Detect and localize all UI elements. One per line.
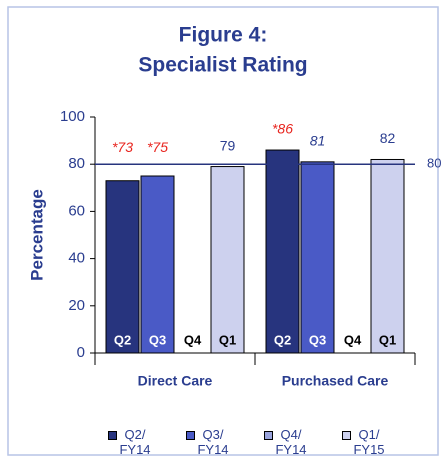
y-tick-label: 0 (77, 344, 85, 361)
legend-swatch (342, 431, 351, 440)
value-label: 81 (310, 133, 326, 149)
bar-quarter-label: Q1 (219, 332, 236, 347)
bar-quarter-label: Q4 (184, 332, 202, 347)
bar-quarter-label: Q4 (344, 332, 362, 347)
value-label: 79 (220, 137, 236, 153)
bar (370, 158, 405, 354)
legend-label: Q3/ FY14 (197, 427, 229, 457)
legend-swatch (264, 431, 273, 440)
y-tick-label: 40 (68, 250, 85, 267)
bar-quarter-label: Q3 (149, 332, 166, 347)
legend-label: Q4/ FY14 (275, 427, 307, 457)
bar-quarter-label: Q1 (379, 332, 396, 347)
legend-label: Q2/ FY14 (119, 427, 151, 457)
bar (300, 161, 335, 354)
y-axis-label: Percentage (27, 189, 46, 281)
chart-subtitle: Specialist Rating (138, 54, 307, 77)
value-label: 82 (380, 130, 396, 146)
bar-quarter-label: Q2 (114, 332, 131, 347)
y-tick-label: 60 (68, 202, 85, 219)
chart-title: Figure 4: (179, 24, 268, 47)
x-category-label: Direct Care (138, 373, 213, 389)
reference-line-label: 80 (427, 156, 441, 171)
bar (140, 175, 175, 354)
bar (265, 149, 300, 354)
frame (7, 6, 439, 456)
legend-label: Q1/ FY15 (353, 427, 385, 457)
value-label: *86 (272, 121, 293, 137)
legend-swatch (186, 431, 195, 440)
y-tick-label: 80 (68, 155, 85, 172)
value-label: *75 (147, 139, 168, 155)
bar (105, 180, 140, 354)
legend-swatch (108, 431, 117, 440)
x-category-label: Purchased Care (282, 373, 389, 389)
bar (210, 166, 245, 354)
bar-quarter-label: Q2 (274, 332, 291, 347)
bar-quarter-label: Q3 (309, 332, 326, 347)
value-label: *73 (112, 139, 133, 155)
y-tick-label: 20 (68, 297, 85, 314)
y-tick-label: 100 (60, 108, 85, 125)
